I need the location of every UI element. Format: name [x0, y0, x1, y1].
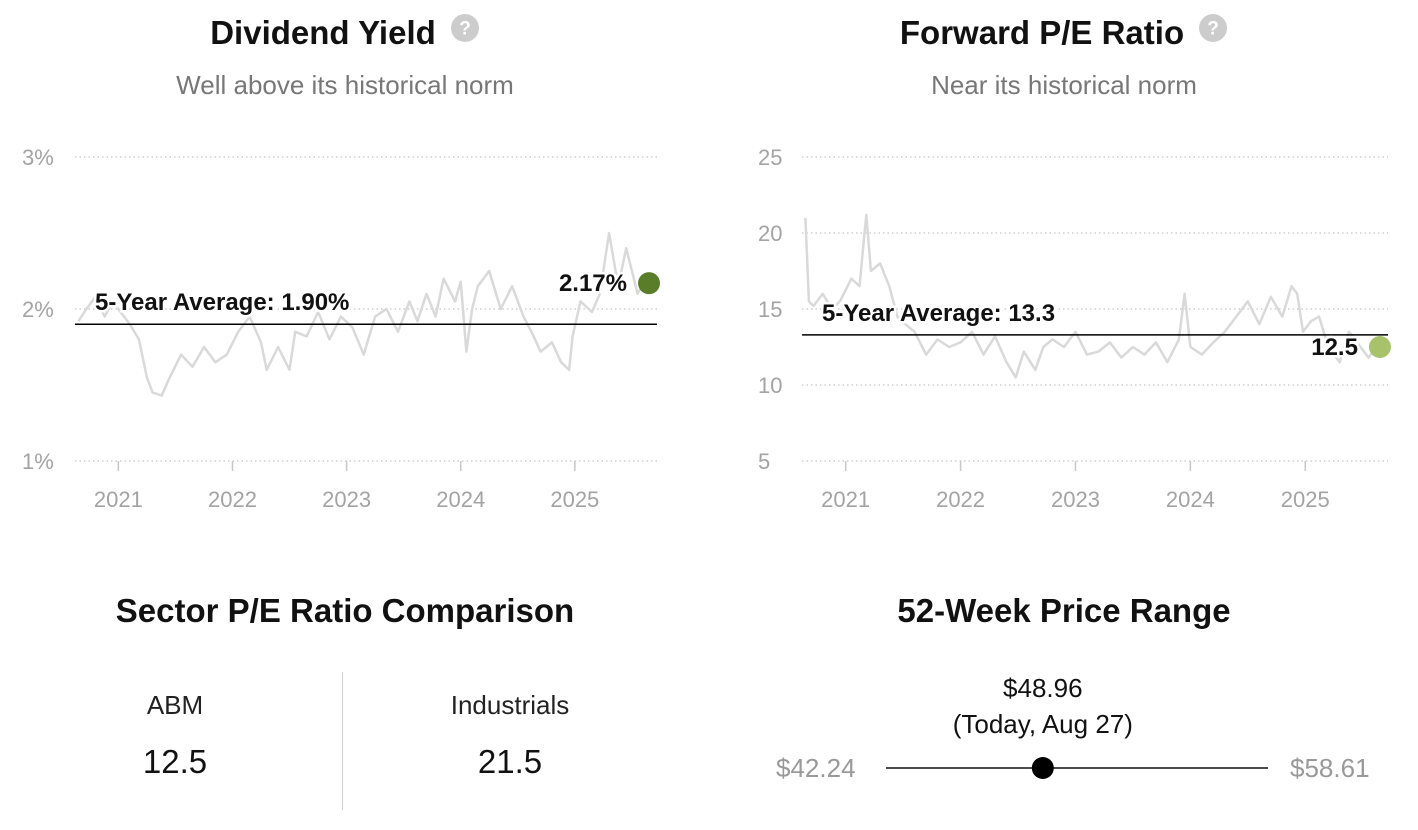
average-label: 5-Year Average: 13.3	[822, 300, 1055, 327]
current-value-dot	[638, 272, 661, 295]
average-label: 5-Year Average: 1.90%	[95, 289, 349, 316]
y-tick-label: 5	[758, 449, 770, 474]
series-line	[804, 213, 1378, 379]
current-value-label: 12.5	[1311, 334, 1358, 361]
x-tick-label: 2025	[550, 487, 599, 512]
y-tick-label: 3%	[22, 145, 54, 170]
x-tick-label: 2024	[436, 487, 485, 512]
y-tick-label: 20	[758, 221, 782, 246]
dividend-yield-chart: 1% 2% 3% 2021 2022 2023 2024 2025 5-Year Average…	[22, 145, 661, 512]
sector-col-industry: Industrials 21.5	[390, 690, 630, 781]
dividend-yield-subtitle: Well above its historical norm	[176, 70, 514, 100]
company-pe-value: 12.5	[142, 743, 208, 780]
forward-pe-subtitle: Near its historical norm	[931, 70, 1197, 100]
sector-pe-title: Sector P/E Ratio Comparison	[115, 592, 575, 629]
x-tick-label: 2022	[208, 487, 257, 512]
range-low-label: $42.24	[776, 753, 856, 783]
x-tick-label: 2021	[94, 487, 143, 512]
current-price-marker	[1031, 757, 1054, 779]
today-price: $48.96	[1003, 673, 1083, 703]
current-value-label: 2.17%	[559, 270, 627, 297]
price-range-title: 52-Week Price Range	[897, 592, 1231, 629]
y-tick-label: 10	[758, 373, 782, 398]
dividend-yield-panel: Dividend Yield ? Well above its historic…	[0, 0, 690, 540]
x-tick-label: 2024	[1166, 487, 1215, 512]
today-date: (Today, Aug 27)	[952, 709, 1133, 739]
price-range-panel: 52-Week Price Range $48.96 (Today, Aug 2…	[710, 580, 1418, 830]
svg-text:?: ?	[459, 19, 471, 40]
x-tick-label: 2021	[821, 487, 870, 512]
industry-pe-value: 21.5	[477, 743, 543, 780]
sector-pe-panel: Sector P/E Ratio Comparison ABM 12.5 Ind…	[0, 580, 690, 830]
y-tick-label: 1%	[22, 449, 54, 474]
x-tick-label: 2022	[936, 487, 985, 512]
current-value-dot	[1368, 336, 1391, 358]
forward-pe-title: Forward P/E Ratio ?	[710, 14, 1418, 52]
y-tick-label: 2%	[22, 297, 54, 322]
range-high-label: $58.61	[1290, 753, 1370, 783]
question-circle-icon[interactable]: ?	[450, 13, 480, 51]
y-tick-label: 25	[758, 145, 782, 170]
x-tick-label: 2023	[1051, 487, 1100, 512]
sector-divider	[342, 672, 343, 810]
question-circle-icon[interactable]: ?	[1198, 13, 1228, 51]
dividend-yield-title: Dividend Yield ?	[0, 14, 690, 52]
forward-pe-panel: Forward P/E Ratio ? Near its historical …	[710, 0, 1418, 540]
x-tick-label: 2025	[1281, 487, 1330, 512]
y-tick-label: 15	[758, 297, 782, 322]
series-line	[77, 231, 647, 397]
today-price-label: $48.96 (Today, Aug 27)	[913, 670, 1173, 742]
sector-col-company: ABM 12.5	[55, 690, 295, 781]
svg-text:?: ?	[1207, 19, 1219, 40]
industry-label: Industrials	[450, 690, 570, 720]
price-range-track	[886, 757, 1268, 779]
company-label: ABM	[146, 690, 204, 720]
x-tick-label: 2023	[322, 487, 371, 512]
